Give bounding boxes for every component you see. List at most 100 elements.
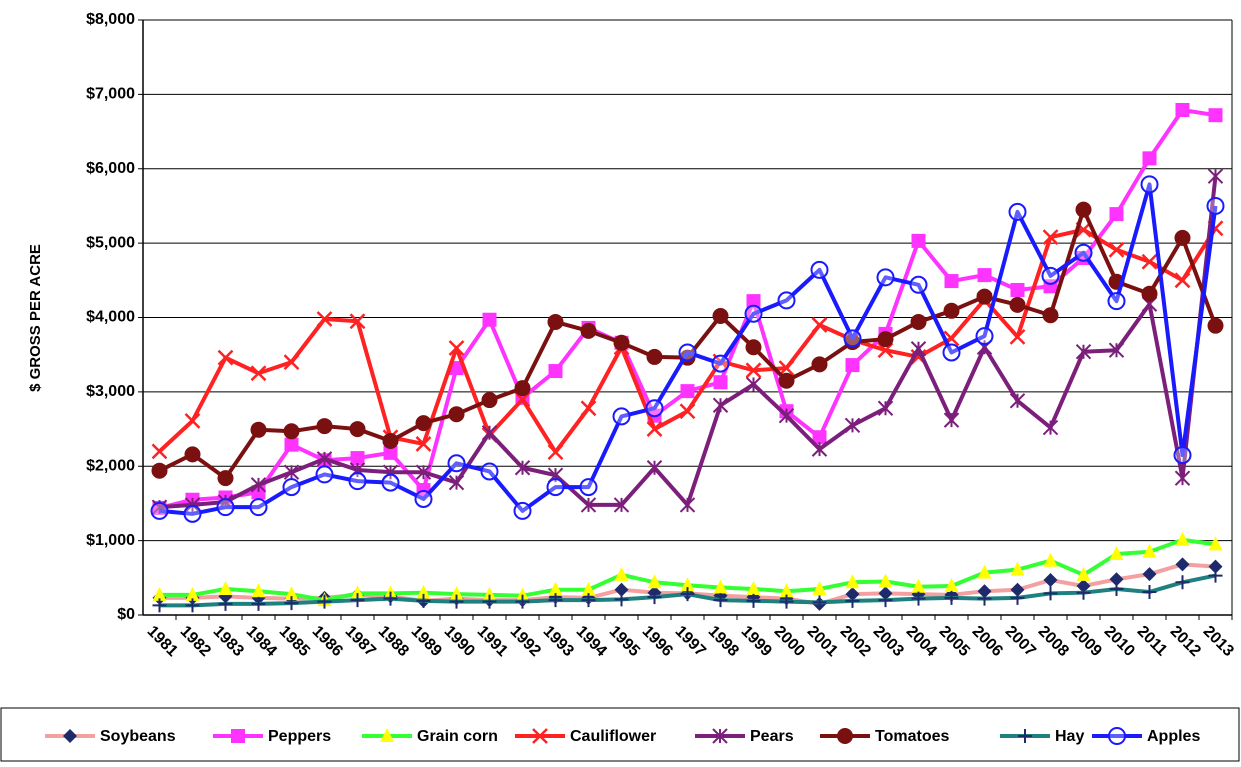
marker — [1043, 586, 1058, 601]
x-tick-label: 2006 — [969, 623, 1006, 660]
marker — [415, 464, 432, 480]
series-line — [158, 227, 1218, 455]
marker — [217, 470, 234, 487]
marker — [218, 580, 233, 595]
marker — [977, 591, 992, 606]
marker — [1043, 573, 1058, 588]
marker — [680, 384, 695, 399]
marker — [911, 233, 926, 248]
marker — [877, 400, 894, 416]
marker — [416, 584, 431, 599]
marker — [580, 322, 597, 339]
marker — [811, 441, 828, 457]
x-tick-label: 1987 — [342, 623, 379, 660]
legend-label: Grain corn — [417, 728, 498, 745]
marker — [711, 354, 730, 373]
marker — [812, 580, 827, 595]
marker — [480, 462, 499, 481]
marker — [1142, 151, 1157, 166]
x-tick-label: 1988 — [375, 623, 412, 660]
marker — [548, 593, 563, 608]
marker — [746, 593, 761, 608]
marker — [282, 478, 301, 497]
x-tick-label: 1982 — [177, 623, 214, 660]
y-tick-label: $2,000 — [86, 457, 135, 474]
marker — [151, 462, 168, 479]
marker — [680, 587, 695, 602]
x-tick-label: 2013 — [1200, 623, 1237, 660]
marker — [548, 364, 563, 379]
marker — [810, 260, 829, 279]
marker — [449, 586, 464, 601]
marker — [1076, 566, 1091, 581]
marker — [448, 406, 465, 423]
marker — [845, 593, 860, 608]
marker — [1009, 296, 1026, 313]
x-tick-label: 2003 — [870, 623, 907, 660]
y-tick-label: $7,000 — [86, 86, 135, 103]
marker — [1142, 543, 1157, 558]
marker — [1141, 285, 1158, 302]
marker — [581, 581, 596, 596]
marker — [1109, 581, 1124, 596]
legend-marker — [380, 728, 394, 742]
marker — [349, 313, 366, 330]
marker — [713, 593, 728, 608]
marker — [1207, 317, 1224, 334]
marker — [1108, 241, 1125, 258]
marker — [1009, 393, 1026, 409]
marker — [1107, 292, 1126, 311]
marker — [183, 504, 202, 523]
legend-label: Hay — [1055, 728, 1084, 745]
x-tick-label: 1994 — [573, 623, 610, 660]
marker — [383, 591, 398, 606]
marker — [1010, 561, 1025, 576]
marker — [877, 331, 894, 348]
marker — [944, 590, 959, 605]
marker — [1173, 446, 1192, 465]
marker — [382, 432, 399, 449]
marker — [1141, 253, 1158, 270]
marker — [1142, 584, 1157, 599]
y-tick-label: $4,000 — [86, 309, 135, 326]
marker — [745, 362, 762, 379]
marker — [184, 446, 201, 463]
marker — [811, 356, 828, 373]
marker — [481, 425, 498, 441]
y-tick-label: $0 — [117, 606, 135, 623]
marker — [482, 594, 497, 609]
x-tick-label: 2001 — [804, 623, 841, 660]
marker — [547, 444, 564, 461]
marker — [316, 418, 333, 435]
marker — [249, 498, 268, 517]
marker — [1010, 282, 1025, 297]
y-axis-label: $ GROSS PER ACRE — [27, 244, 44, 392]
marker — [1076, 585, 1091, 600]
marker — [976, 288, 993, 305]
marker — [250, 477, 267, 493]
x-tick-label: 1983 — [210, 623, 247, 660]
marker — [745, 376, 762, 393]
marker — [316, 311, 333, 327]
marker — [1109, 572, 1124, 587]
marker — [185, 598, 200, 613]
series-line — [159, 182, 1218, 516]
marker — [942, 343, 961, 362]
marker — [348, 472, 367, 491]
marker — [416, 593, 431, 608]
marker — [876, 268, 895, 287]
marker — [745, 339, 762, 356]
legend-marker — [532, 728, 548, 744]
marker — [647, 574, 662, 589]
marker — [944, 577, 959, 592]
x-tick-label: 1981 — [144, 623, 181, 660]
marker — [713, 375, 728, 390]
marker — [646, 348, 663, 365]
marker — [680, 577, 695, 592]
marker — [977, 268, 992, 283]
marker — [579, 478, 598, 497]
legend-marker — [1018, 729, 1032, 743]
x-tick-label: 2005 — [936, 623, 973, 660]
marker — [975, 327, 994, 346]
marker — [1108, 342, 1125, 358]
